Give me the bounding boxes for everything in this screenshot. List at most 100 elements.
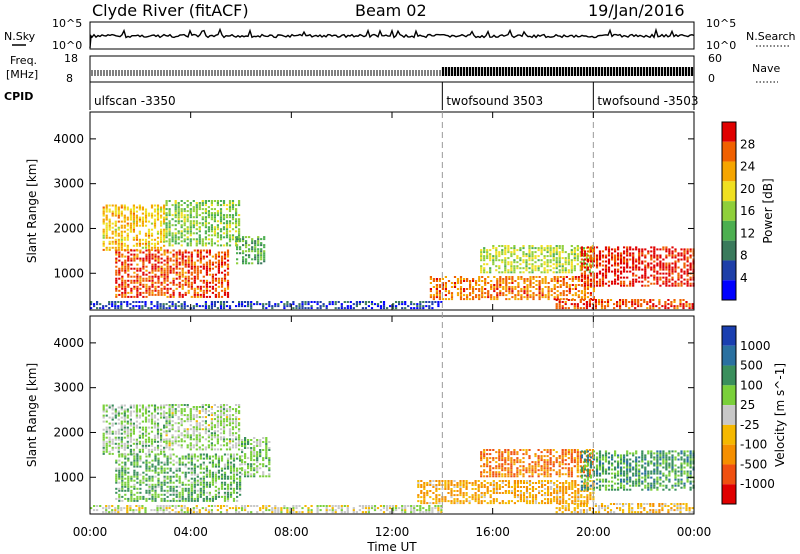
scatter-cell [172,255,175,258]
scatter-cell [114,240,117,243]
scatter-cell [210,511,213,514]
scatter-cell [198,226,201,229]
scatter-cell [228,420,232,423]
scatter-cell [558,259,561,262]
scatter-cell [208,259,211,262]
scatter-cell [680,268,683,271]
scatter-cell [216,426,219,429]
scatter-cell [139,495,142,498]
scatter-cell [141,307,144,310]
scatter-cell [145,255,148,258]
scatter-cell [198,438,201,441]
scatter-cell [638,276,641,279]
scatter-cell [492,259,495,262]
scatter-cell [187,487,190,490]
scatter-cell [130,461,133,464]
scatter-cell [183,428,186,431]
scatter-cell [144,412,148,415]
scatter-cell [199,271,202,274]
scatter-cell [577,284,580,286]
scatter-cell [343,301,346,303]
scatter-cell [148,253,151,256]
scatter-cell [157,493,160,496]
scatter-cell [617,262,620,265]
scatter-cell [105,448,108,451]
scatter-cell [623,252,626,255]
scatter-cell [183,307,186,310]
scatter-cell [129,226,132,229]
scatter-cell [244,453,247,456]
scatter-cell [165,200,168,202]
scatter-cell [349,301,352,303]
scatter-cell [207,406,210,408]
scatter-cell [123,204,126,207]
scatter-cell [111,511,114,514]
scatter-cell [111,210,114,213]
scatter-cell [136,289,139,292]
scatter-cell [186,404,189,406]
scatter-cell [141,448,144,451]
scatter-cell [586,260,589,263]
scatter-cell [168,214,171,217]
scatter-cell [517,298,520,301]
colorbar-frame [721,121,737,301]
scatter-cell [202,295,205,298]
scatter-cell [626,284,629,287]
scatter-cell [544,282,547,284]
scatter-cell [382,305,386,308]
scatter-cell [177,511,180,514]
scatter-cell [132,305,135,308]
scatter-cell [635,274,638,277]
scatter-cell [141,432,144,435]
scatter-cell [151,263,154,266]
scatter-cell [265,451,268,454]
scatter-cell [620,260,623,263]
scatter-cell [617,274,620,277]
scatter-cell [169,267,172,270]
scatter-cell [568,278,571,280]
scatter-cell [241,463,244,466]
scatter-cell [160,269,163,272]
scatter-cell [235,305,238,308]
scatter-cell [220,259,224,262]
scatter-cell [111,212,114,215]
scatter-cell [183,420,186,423]
scatter-cell [180,410,183,413]
scatter-cell [598,250,602,253]
scatter-cell [534,247,537,250]
scatter-cell [216,430,219,433]
nave-tick-bottom: 0 [708,72,715,85]
scatter-cell [534,269,537,272]
scatter-cell [576,253,579,256]
scatter-cell [586,258,589,261]
scatter-cell [325,307,328,310]
scatter-cell [259,475,262,478]
scatter-cell [172,497,175,500]
scatter-cell [193,265,196,268]
scatter-cell [214,463,217,466]
scatter-cell [236,258,239,261]
scatter-cell [157,293,160,296]
power-heatmap [90,200,695,310]
scatter-cell [638,254,641,257]
scatter-cell [189,434,192,437]
scatter-cell [190,477,193,480]
scatter-cell [210,444,213,447]
scatter-cell [222,200,226,202]
scatter-cell [543,271,546,274]
scatter-cell [499,278,502,280]
scatter-cell [166,485,169,488]
scatter-cell [235,509,238,512]
scatter-cell [145,279,148,282]
scatter-cell [166,459,169,462]
scatter-cell [189,212,192,215]
scatter-cell [225,414,229,417]
scatter-cell [136,455,139,458]
scatter-cell [573,251,576,254]
scatter-cell [151,465,154,468]
scatter-cell [198,432,201,435]
scatter-cell [124,293,127,296]
scatter-cell [187,479,190,482]
scatter-cell [598,278,602,281]
scatter-cell [160,257,163,260]
